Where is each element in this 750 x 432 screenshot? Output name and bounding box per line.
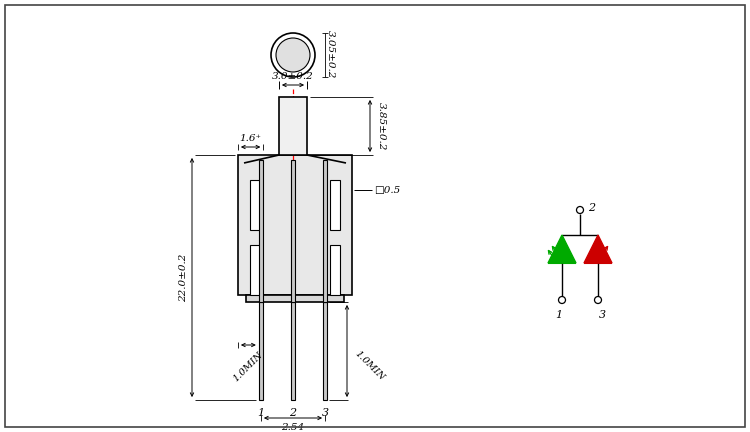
Bar [322,160,327,302]
Text: 2: 2 [290,408,296,418]
Bar [291,302,296,400]
Text: 1.6⁺: 1.6⁺ [240,134,262,143]
Text: 1: 1 [257,408,265,418]
Text: □0.5: □0.5 [374,185,400,194]
Bar [250,180,260,230]
Circle shape [276,38,310,72]
Text: 22.0±0.2: 22.0±0.2 [179,253,188,302]
Text: 3: 3 [322,408,328,418]
Text: 1: 1 [556,310,562,320]
Bar [322,302,327,400]
Bar [279,97,307,155]
Bar [259,160,263,302]
Text: 1.0MIN: 1.0MIN [353,349,386,383]
Text: 3: 3 [598,310,605,320]
Polygon shape [548,235,576,263]
Bar [330,180,340,230]
Bar [250,245,260,295]
Circle shape [271,33,315,77]
Text: 2.54: 2.54 [281,423,304,432]
Text: 1.0MIN: 1.0MIN [232,350,265,383]
Circle shape [595,296,602,304]
Circle shape [559,296,566,304]
Text: 3.85±0.2: 3.85±0.2 [377,102,386,150]
Bar [259,302,263,400]
Polygon shape [584,235,612,263]
Bar [238,155,352,295]
Circle shape [577,206,584,213]
Bar [291,160,296,302]
Text: 2: 2 [588,203,596,213]
Bar [330,245,340,295]
Text: 3.05±0.2: 3.05±0.2 [326,30,334,78]
Bar [246,295,344,302]
Text: 3.0±0.2: 3.0±0.2 [272,72,314,81]
